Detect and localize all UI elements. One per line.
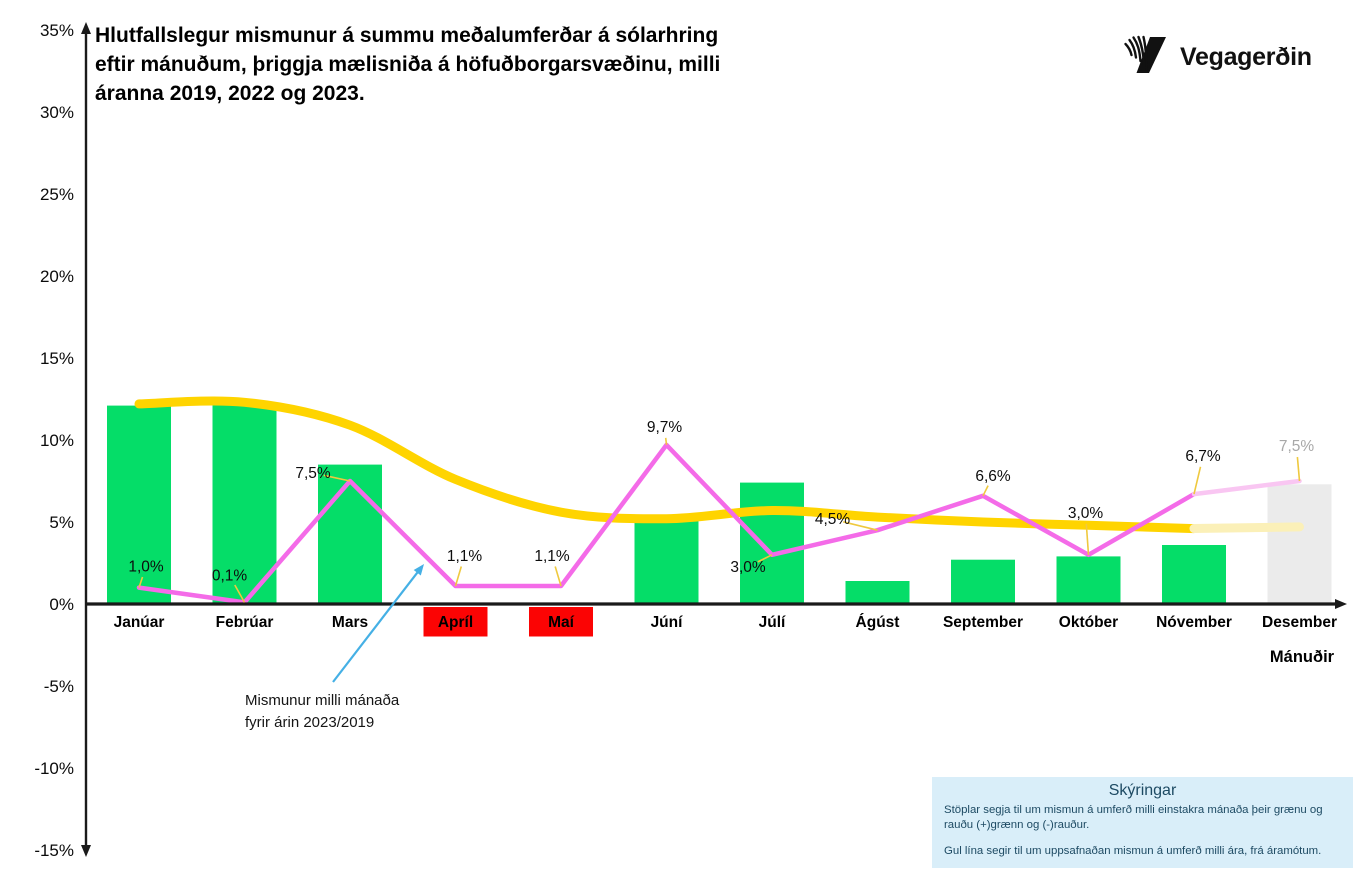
data-label-leader (664, 437, 668, 445)
data-label-febrúar: 0,1% (212, 567, 248, 584)
data-label-ágúst: 4,5% (815, 511, 851, 528)
x-tick-label-nóvember: Nóvember (1156, 614, 1232, 631)
data-label-júlí: 3,0% (730, 559, 766, 576)
data-label-september: 6,6% (975, 468, 1011, 485)
data-label-leader (1085, 523, 1090, 555)
y-tick-label-15%: 15% (40, 349, 74, 368)
x-tick-label-ágúst: Ágúst (856, 614, 900, 631)
data-label-maí: 1,1% (534, 548, 570, 565)
y-tick-label--5%: -5% (44, 677, 74, 696)
data-label-leader (982, 485, 989, 497)
data-label-leader (234, 584, 246, 603)
x-tick-label-mars: Mars (332, 614, 368, 631)
x-tick-label-maí: Maí (548, 614, 575, 631)
vegagerdin-logo: Vegagerðin (1122, 34, 1312, 81)
data-label-leader (843, 521, 878, 531)
y-tick-label-20%: 20% (40, 267, 74, 286)
vegagerdin-logo-text: Vegagerðin (1180, 43, 1312, 71)
y-tick-label-5%: 5% (49, 513, 74, 532)
data-label-apríl: 1,1% (447, 548, 483, 565)
x-tick-label-október: Október (1059, 614, 1118, 631)
x-tick-label-desember: Desember (1262, 614, 1337, 631)
legend-title: Skýringar (1108, 782, 1177, 799)
cumulative-line-forecast-segment (1189, 522, 1304, 534)
legend-box: Skýringar Stöplar segja til um mismun á … (932, 777, 1353, 868)
legend-paragraph-bars: Stöplar segja til um mismun á umferð mil… (944, 804, 1323, 831)
cumulative-line (134, 396, 1199, 534)
y-tick-label-25%: 25% (40, 185, 74, 204)
data-label-janúar: 1,0% (128, 559, 164, 576)
chart-title-line2: eftir mánuðum, þriggja mælisniða á höfuð… (95, 52, 721, 76)
y-tick-label--10%: -10% (34, 759, 74, 778)
data-label-leader (138, 576, 144, 588)
data-label-leader (757, 554, 773, 563)
bar-febrúar (212, 403, 277, 604)
legend-paragraph-yellow-line: Gul lína segir til um uppsafnaðan mismun… (944, 844, 1322, 857)
bar-janúar (107, 405, 171, 604)
data-label-nóvember: 6,7% (1185, 448, 1221, 465)
y-axis-bottom-arrow (81, 845, 91, 857)
line-annotation-line2: fyrir árin 2023/2019 (245, 713, 375, 731)
monthly-diff-line-forecast-segment (1191, 478, 1302, 497)
line-annotation: Mismunur milli mánaða fyrir árin 2023/20… (245, 690, 399, 734)
bar-ágúst (845, 581, 910, 604)
data-label-leader (323, 474, 351, 482)
x-tick-label-september: September (943, 614, 1023, 631)
data-label-desember: 7,5% (1279, 438, 1315, 455)
annotation-arrow-head (413, 564, 424, 576)
annotation-arrow-line (332, 569, 420, 683)
data-label-október: 3,0% (1068, 505, 1104, 522)
y-tick-label-10%: 10% (40, 431, 74, 450)
bar-september (951, 559, 1015, 604)
bar-mars (318, 464, 382, 604)
data-label-leader (1193, 466, 1202, 495)
bar-apríl (423, 607, 488, 637)
x-tick-label-júní: Júní (651, 614, 684, 631)
x-axis-title: Mánuðir (1270, 648, 1335, 666)
x-tick-label-apríl: Apríl (438, 614, 473, 631)
bar-maí (529, 607, 593, 637)
y-tick-label-0%: 0% (49, 595, 74, 614)
data-label-leader (554, 566, 562, 587)
chart-title-line3: áranna 2019, 2022 og 2023. (95, 81, 365, 105)
x-tick-label-janúar: Janúar (114, 614, 165, 631)
data-label-mars: 7,5% (295, 465, 331, 482)
bar-nóvember (1162, 545, 1226, 604)
x-axis-arrow (1335, 599, 1347, 609)
bar-október (1056, 556, 1121, 604)
bar-júní (634, 518, 699, 604)
bar-júlí (740, 482, 804, 604)
data-label-júní: 9,7% (647, 419, 683, 436)
y-tick-label-35%: 35% (40, 21, 74, 40)
chart-title: Hlutfallslegur mismunur á summu meðalumf… (95, 22, 895, 109)
y-tick-label--15%: -15% (34, 841, 74, 860)
bar-desember (1267, 484, 1332, 604)
line-annotation-line1: Mismunur milli mánaða (245, 692, 400, 709)
x-tick-label-júlí: Júlí (759, 614, 786, 631)
y-tick-label-30%: 30% (40, 103, 74, 122)
vegagerdin-logo-icon (1122, 34, 1170, 81)
x-tick-label-febrúar: Febrúar (216, 614, 274, 631)
y-axis-top-arrow (81, 22, 91, 34)
data-label-leader (454, 566, 463, 587)
chart-title-line1: Hlutfallslegur mismunur á summu meðalumf… (95, 24, 719, 47)
data-label-leader (1296, 456, 1301, 482)
